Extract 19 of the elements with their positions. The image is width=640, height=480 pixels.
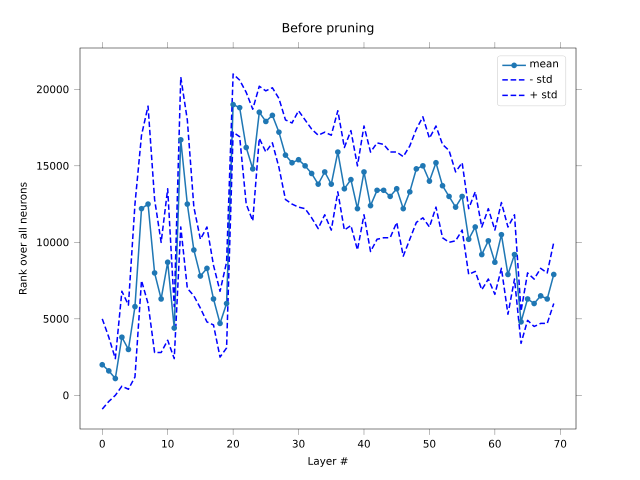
x-tick-label: 40 xyxy=(358,440,370,448)
x-tick-label: 10 xyxy=(162,440,174,448)
legend-label: - std xyxy=(530,74,552,83)
y-tick-label: 15000 xyxy=(37,162,68,170)
x-tick-label: 30 xyxy=(292,440,304,448)
y-tick-label: 10000 xyxy=(37,238,68,246)
y-tick-label: 20000 xyxy=(36,85,68,94)
legend-label: + std xyxy=(530,90,557,98)
x-axis-title: Layer # xyxy=(308,457,348,467)
y-tick-label: 0 xyxy=(63,391,69,400)
x-tick-label: 50 xyxy=(424,440,436,448)
y-tick-label: 5000 xyxy=(44,314,68,323)
x-tick-label: 60 xyxy=(488,440,501,448)
x-tick-label: 70 xyxy=(554,440,566,448)
legend-label: mean xyxy=(530,61,558,68)
x-tick-label: 0 xyxy=(100,440,105,448)
x-tick-label: 20 xyxy=(227,440,240,448)
y-axis-title: Rank over all neurons xyxy=(18,182,27,294)
chart-title: Before pruning xyxy=(282,22,374,35)
